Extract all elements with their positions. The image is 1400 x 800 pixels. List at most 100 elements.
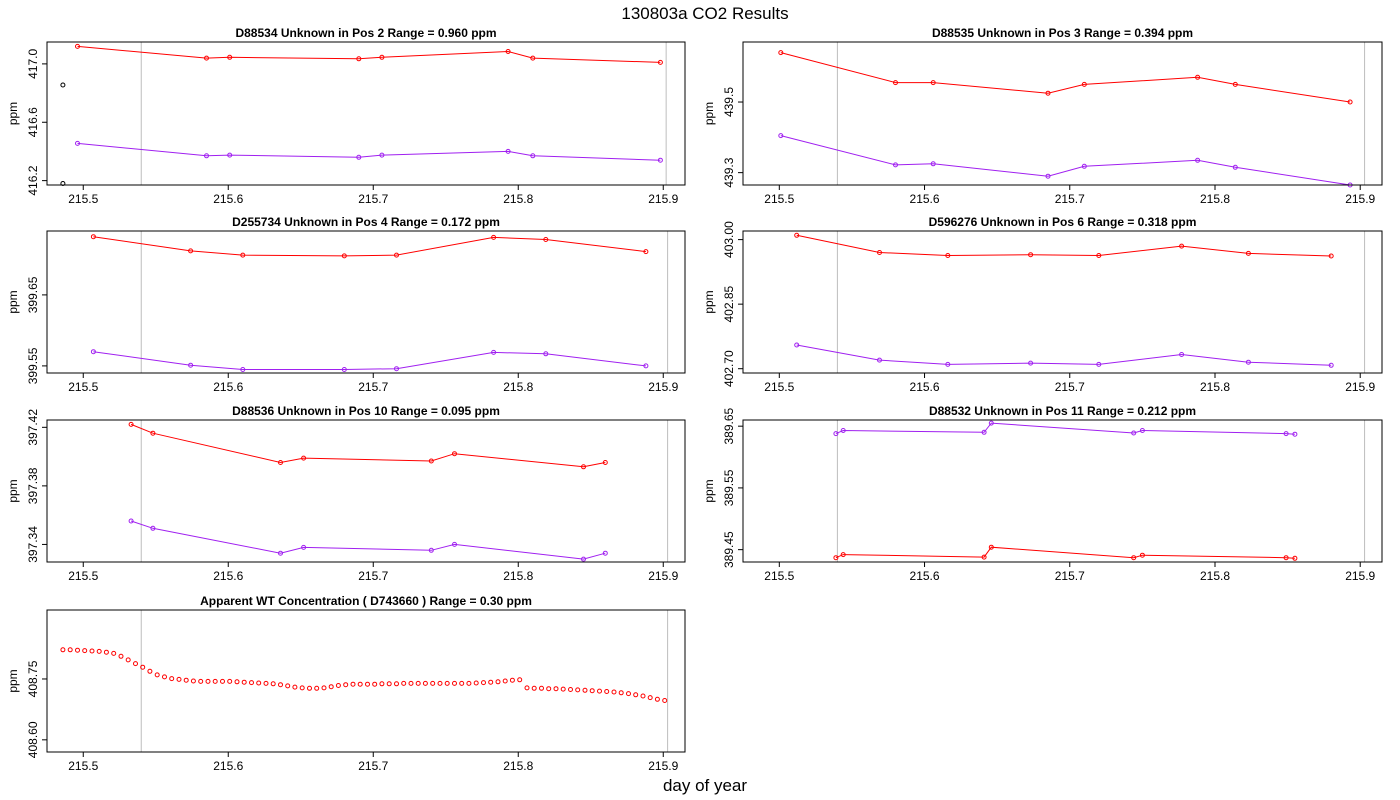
data-point <box>1096 253 1102 258</box>
series-1 <box>90 234 649 259</box>
data-point <box>67 647 73 653</box>
series-2 <box>833 544 1298 561</box>
data-point <box>560 686 566 692</box>
data-point <box>176 676 182 682</box>
data-point <box>509 677 515 683</box>
x-tick-label: 215.9 <box>1345 380 1375 394</box>
series-3 <box>60 82 66 186</box>
data-point <box>1195 157 1201 163</box>
x-tick-label: 215.6 <box>213 192 243 206</box>
data-point <box>379 152 385 158</box>
data-point <box>589 688 595 694</box>
y-axis-label: ppm <box>702 290 716 313</box>
data-point <box>292 684 298 690</box>
x-tick-label: 215.8 <box>1200 569 1230 583</box>
y-axis-label: ppm <box>702 479 716 502</box>
data-point <box>75 647 80 653</box>
data-point <box>249 680 254 686</box>
data-point <box>618 690 624 696</box>
x-tick-label: 215.9 <box>1345 569 1375 583</box>
data-point <box>212 678 218 684</box>
series-line <box>796 344 1332 366</box>
y-tick-label: 403.00 <box>722 221 736 258</box>
series-1 <box>794 232 1334 259</box>
data-point <box>444 680 450 686</box>
x-tick-label: 215.6 <box>213 380 243 394</box>
data-point <box>379 54 385 60</box>
data-point <box>162 674 167 680</box>
panel-title: D88536 Unknown in Pos 10 Range = 0.095 p… <box>232 404 500 418</box>
data-point <box>408 680 414 686</box>
y-tick-label: 417.0 <box>26 49 40 79</box>
data-point <box>657 59 663 65</box>
data-point <box>597 688 602 694</box>
data-point <box>227 152 233 158</box>
data-point <box>220 678 225 684</box>
y-tick-label: 399.55 <box>26 347 40 384</box>
data-point <box>1179 352 1185 357</box>
data-point <box>654 696 660 702</box>
series-line <box>835 422 1295 435</box>
y-tick-label: 408.60 <box>26 721 40 758</box>
data-point <box>640 693 646 699</box>
y-tick-label: 397.34 <box>26 526 40 563</box>
x-tick-label: 215.7 <box>358 192 388 206</box>
x-tick-label: 215.5 <box>764 380 794 394</box>
data-point <box>466 680 472 686</box>
x-tick-label: 215.7 <box>1055 380 1085 394</box>
x-axis-label: day of year <box>663 776 747 795</box>
data-point <box>452 451 457 457</box>
data-point <box>198 678 204 684</box>
data-point <box>204 55 209 61</box>
series-line <box>93 236 646 257</box>
data-point <box>893 80 898 86</box>
data-point <box>128 518 134 524</box>
chart-panel-3: D255734 Unknown in Pos 4 Range = 0.172 p… <box>6 215 686 394</box>
data-point <box>531 685 537 691</box>
data-point <box>662 698 668 703</box>
data-point <box>1096 361 1102 367</box>
data-point <box>428 458 434 464</box>
y-tick-label: 439.3 <box>722 157 736 187</box>
data-point <box>188 362 194 368</box>
panel-title: D88534 Unknown in Pos 2 Range = 0.960 pp… <box>235 26 496 40</box>
x-tick-label: 215.5 <box>68 192 98 206</box>
data-point <box>328 684 334 690</box>
y-tick-label: 416.2 <box>26 165 40 195</box>
plot-frame <box>46 41 686 186</box>
data-point <box>794 232 800 238</box>
data-point <box>422 680 428 686</box>
x-tick-label: 215.7 <box>358 380 388 394</box>
data-point <box>930 80 936 86</box>
y-tick-label: 416.6 <box>26 107 40 137</box>
data-point <box>491 349 497 355</box>
x-tick-label: 215.8 <box>1200 192 1230 206</box>
y-tick-label: 399.65 <box>26 276 40 313</box>
data-point <box>988 420 994 426</box>
x-tick-label: 215.6 <box>910 569 940 583</box>
data-point <box>60 647 66 653</box>
data-point <box>604 689 610 694</box>
data-point <box>1179 243 1185 249</box>
data-point <box>517 677 523 683</box>
data-point <box>840 428 846 433</box>
chart-panel-7: Apparent WT Concentration ( D743660 ) Ra… <box>6 594 686 773</box>
x-tick-label: 215.8 <box>503 192 533 206</box>
data-point <box>1232 81 1238 87</box>
data-point <box>386 681 392 687</box>
data-point <box>647 695 653 701</box>
series-2 <box>778 133 1353 188</box>
data-point <box>626 691 631 697</box>
x-tick-label: 215.6 <box>910 380 940 394</box>
data-point <box>1245 250 1251 256</box>
series-line <box>93 351 646 370</box>
data-point <box>1283 555 1289 561</box>
data-point <box>553 686 559 692</box>
plot-frame <box>46 609 686 753</box>
panels-container: D88534 Unknown in Pos 2 Range = 0.960 pp… <box>6 26 1383 773</box>
data-point <box>502 678 508 684</box>
data-point <box>75 140 80 146</box>
y-axis-label: ppm <box>6 669 20 692</box>
data-point <box>981 554 987 560</box>
